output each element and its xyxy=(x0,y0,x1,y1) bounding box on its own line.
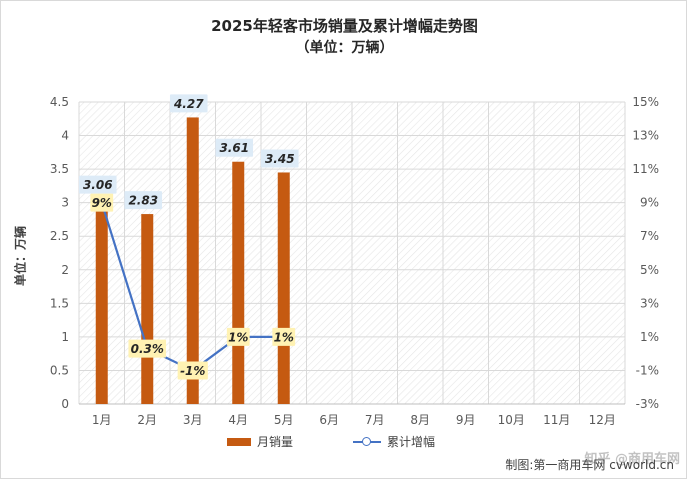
y-right-tick-label: 9% xyxy=(640,196,659,210)
y-right-tick-label: 7% xyxy=(640,229,659,243)
y-right-tick-label: 3% xyxy=(640,296,659,310)
legend-item-line[interactable]: 累计增幅 xyxy=(353,433,435,450)
x-tick-label: 7月 xyxy=(365,413,385,427)
y-left-tick-label: 4 xyxy=(61,129,69,143)
bar-value-label-text: 2.83 xyxy=(128,194,158,208)
bar-value-label: 3.06 xyxy=(78,175,117,194)
legend-bar-swatch xyxy=(227,437,251,446)
legend-line-swatch xyxy=(353,436,381,447)
bar-value-label-text: 3.61 xyxy=(219,141,249,155)
x-tick-label: 2月 xyxy=(137,413,157,427)
bar xyxy=(232,161,245,404)
bar-value-label-box xyxy=(124,191,163,210)
x-tick-label: 3月 xyxy=(183,413,203,427)
x-tick-label: 4月 xyxy=(228,413,248,427)
y-left-tick-label: 4.5 xyxy=(50,95,69,109)
x-tick-label: 12月 xyxy=(589,413,616,427)
bar-value-label-text: 3.06 xyxy=(83,178,113,192)
y-left-tick-label: 0.5 xyxy=(50,363,69,377)
bar-value-label-box xyxy=(169,94,208,113)
bar xyxy=(186,117,199,405)
data-labels: 3.06 2.83 4.27 3.61 3.45 9% 0.3% -1% 1% 1% xyxy=(78,94,299,380)
y-right-tick-label: 15% xyxy=(632,95,659,109)
y-right-tick-label: 5% xyxy=(640,263,659,277)
bar xyxy=(277,172,290,404)
chart-title: 2025年轻客市场销量及累计增幅走势图 xyxy=(211,17,478,35)
x-tick-label: 6月 xyxy=(319,413,339,427)
line-value-label-box xyxy=(272,327,296,346)
y-left-tick-label: 3.5 xyxy=(50,162,69,176)
line-value-label-text: 1% xyxy=(274,330,294,344)
bar-value-label-box xyxy=(215,138,254,157)
bar xyxy=(141,214,154,404)
chart-credit: 制图:第一商用车网 cvworld.cn xyxy=(505,458,674,472)
x-tick-label: 9月 xyxy=(456,413,476,427)
line-value-label-box xyxy=(128,339,167,358)
y-right-tick-label: -1% xyxy=(636,363,659,377)
x-tick-label: 1月 xyxy=(92,413,112,427)
legend-item-bar[interactable]: 月销量 xyxy=(227,433,293,450)
line-value-label: 9% xyxy=(90,193,114,212)
y-right-tick-label: -3% xyxy=(636,397,659,411)
x-tick-label: 11月 xyxy=(543,413,570,427)
line-value-label-text: -1% xyxy=(180,364,205,378)
bar-value-label-box xyxy=(260,149,299,168)
y-right-tick-label: 13% xyxy=(632,129,659,143)
y-right-tick-label: 1% xyxy=(640,330,659,344)
bar-value-label: 3.45 xyxy=(260,149,299,168)
line-value-label: 0.3% xyxy=(128,339,167,358)
bar-value-label: 2.83 xyxy=(124,191,163,210)
legend-label-bar: 月销量 xyxy=(257,435,294,449)
chart-subtitle: （单位：万辆） xyxy=(295,40,394,56)
x-tick-label: 5月 xyxy=(274,413,294,427)
line-value-label-box xyxy=(90,193,114,212)
watermark-text: 知乎 @商用车网 xyxy=(584,452,680,467)
bar-value-label-box xyxy=(78,175,117,194)
bar-value-label: 4.27 xyxy=(169,94,208,113)
bar-value-label: 3.61 xyxy=(215,138,254,157)
bar-value-label-text: 3.45 xyxy=(265,152,295,166)
line-value-label: 1% xyxy=(226,327,250,346)
line-value-label-text: 0.3% xyxy=(131,342,164,356)
x-tick-label: 10月 xyxy=(498,413,525,427)
y-left-tick-label: 3 xyxy=(61,196,69,210)
gridlines xyxy=(78,101,626,405)
line-value-label-box xyxy=(177,361,208,380)
bar-value-label-text: 4.27 xyxy=(173,97,204,111)
y-left-tick-label: 0 xyxy=(61,397,69,411)
line-value-label: -1% xyxy=(177,361,208,380)
bar xyxy=(95,198,108,404)
line-value-label-box xyxy=(226,327,250,346)
axis-ticks: 0 0.5 1 1.5 2 2.5 3 3.5 4 4.5 -3% -1% 1% 3% 5% 7% 9% 11% 1… xyxy=(50,95,659,427)
legend-label-line: 累计增幅 xyxy=(387,435,436,449)
y-left-tick-label: 1.5 xyxy=(50,296,69,310)
line-value-label: 1% xyxy=(272,327,296,346)
legend: 月销量 累计增幅 xyxy=(1,433,687,453)
line-value-label-text: 9% xyxy=(92,196,112,210)
y-left-tick-label: 2.5 xyxy=(50,229,69,243)
y-right-tick-label: 11% xyxy=(632,162,659,176)
line-value-label-text: 1% xyxy=(228,330,248,344)
x-tick-label: 8月 xyxy=(410,413,430,427)
y-left-tick-label: 2 xyxy=(61,263,69,277)
y-left-tick-label: 1 xyxy=(61,330,69,344)
